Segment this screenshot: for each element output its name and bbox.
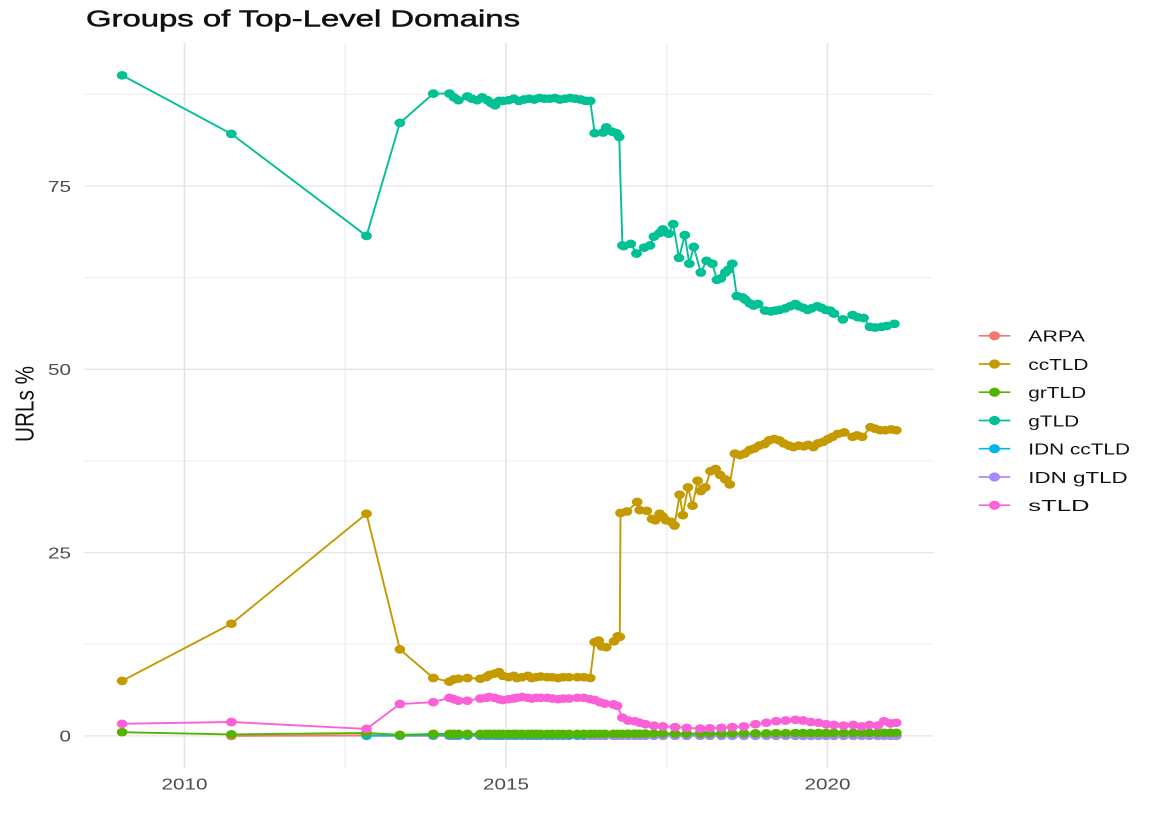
svg-text:75: 75: [48, 179, 71, 196]
svg-text:sTLD: sTLD: [1028, 498, 1089, 515]
svg-text:IDN gTLD: IDN gTLD: [1028, 470, 1127, 487]
svg-text:25: 25: [48, 545, 71, 562]
svg-text:gTLD: gTLD: [1028, 413, 1079, 430]
svg-text:Groups of Top-Level Domains: Groups of Top-Level Domains: [86, 6, 520, 32]
svg-text:2010: 2010: [162, 777, 208, 794]
svg-text:2015: 2015: [483, 777, 529, 794]
svg-text:ccTLD: ccTLD: [1028, 357, 1088, 374]
svg-text:2020: 2020: [805, 777, 851, 794]
svg-text:grTLD: grTLD: [1028, 385, 1086, 402]
svg-text:0: 0: [60, 729, 72, 746]
svg-text:URLs %: URLs %: [10, 366, 40, 442]
svg-text:IDN ccTLD: IDN ccTLD: [1028, 442, 1130, 459]
svg-text:50: 50: [48, 362, 71, 379]
svg-text:ARPA: ARPA: [1028, 329, 1085, 346]
